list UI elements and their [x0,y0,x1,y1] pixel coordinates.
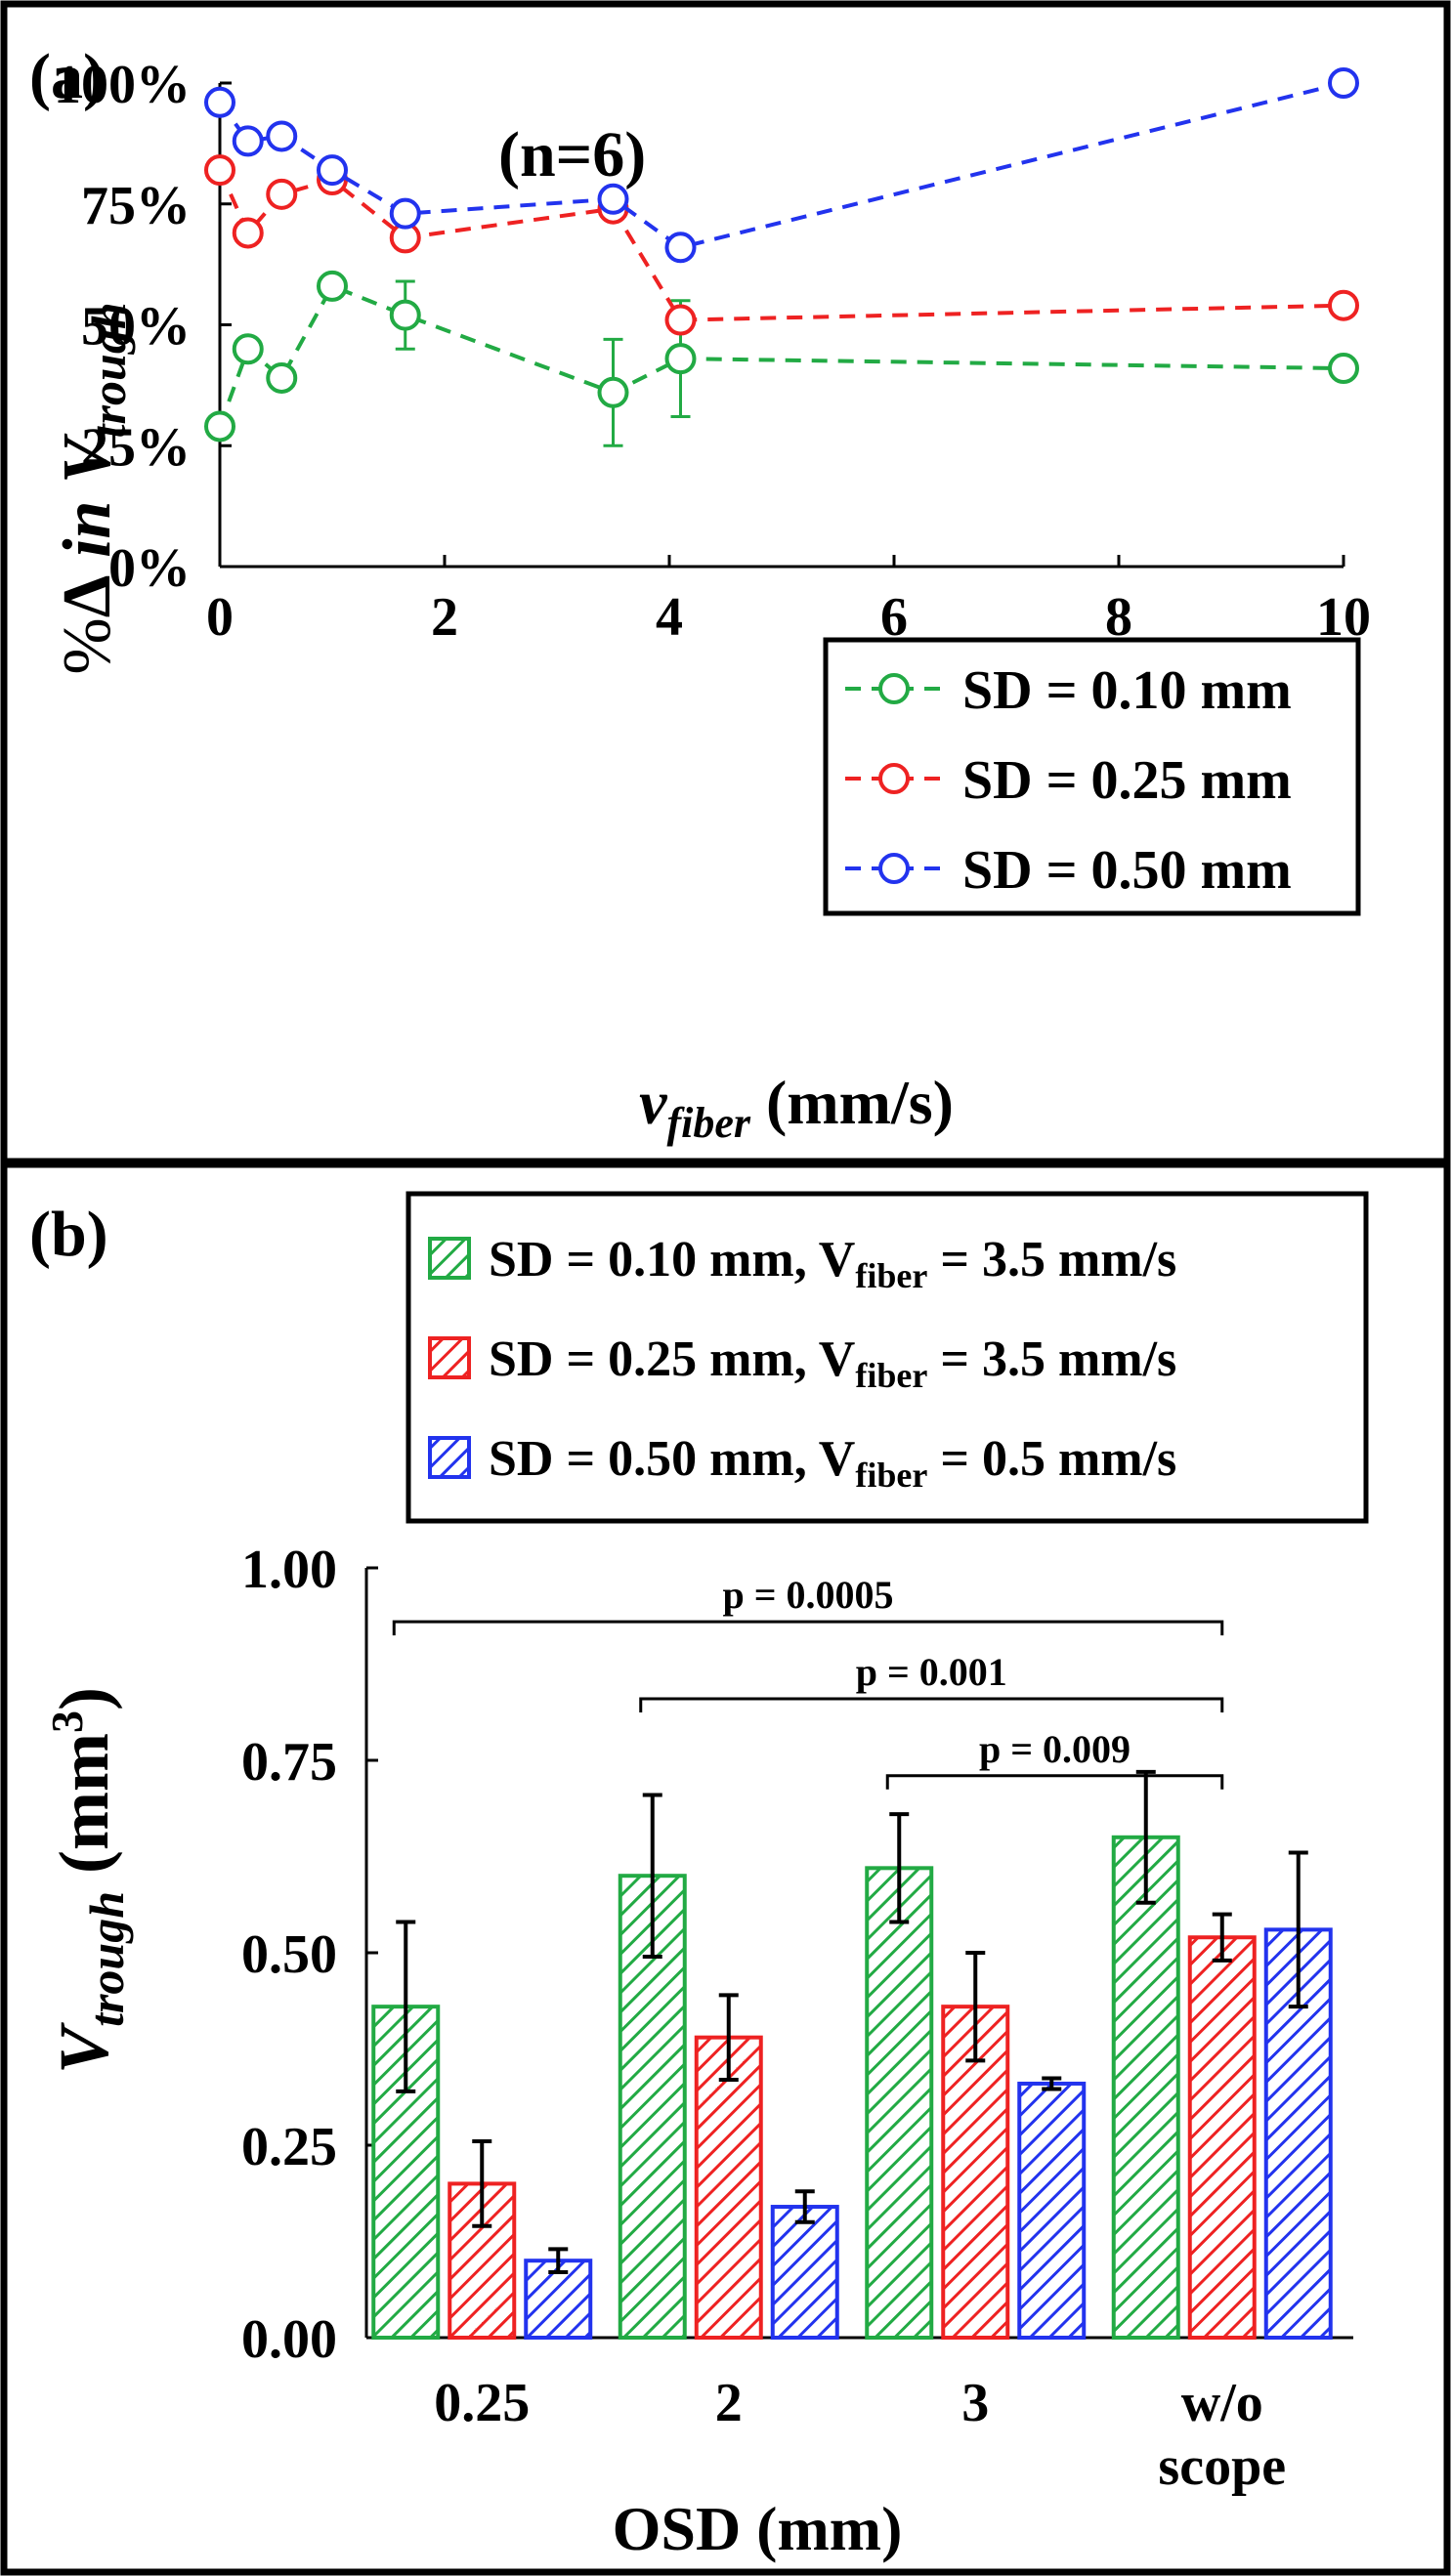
bracket-line [885,1774,1224,1790]
legend-swatch [428,1436,471,1479]
y-tick-label: 0.00 [241,2309,337,2370]
y-tick-label: 100% [54,55,191,115]
x-tick-label: 3 [961,2373,989,2433]
data-point [232,125,264,157]
series-line [218,169,1344,322]
panel-b-frame [0,1158,1451,2576]
y-tick-label: 50% [81,297,191,358]
legend-label: SD = 0.50 mm [962,840,1292,901]
data-point [204,154,235,187]
data-point [266,361,298,394]
x-tick-label: 4 [656,587,683,648]
data-point [232,333,264,365]
legend-marker [878,763,910,794]
series-line [218,283,1344,428]
data-point [389,299,421,331]
panel-a-xlabel: vfiber (mm/s) [639,1068,954,1147]
data-point [204,410,235,443]
legend-swatch [428,1237,471,1280]
x-tick-label: scope [1158,2436,1286,2497]
bracket-line [392,1620,1224,1636]
data-point [597,376,629,408]
data-point [1328,67,1359,99]
data-point [1328,289,1359,321]
p-value-label: p = 0.0005 [722,1573,893,1617]
data-point [389,197,421,230]
y-tick-label: 0.75 [241,1732,337,1793]
y-tick-label: 0.50 [241,1924,337,1985]
data-point [266,178,298,210]
bar [865,1866,934,2340]
p-value-label: p = 0.001 [856,1650,1007,1694]
line-chart: 0%25%50%75%100%0 2 4 6 8 10 [54,55,1371,648]
data-point [232,217,264,249]
legend-swatch [428,1336,471,1379]
panel-a-legend: SD = 0.10 mm SD = 0.25 mm SD = 0.50 mm [823,637,1361,916]
x-tick-label: 2 [431,587,458,648]
legend-label: SD = 0.50 mm, Vfiber = 0.5 mm/s [489,1431,1176,1495]
data-point [597,183,629,215]
y-tick-label: 1.00 [241,1540,337,1600]
data-point [664,343,697,375]
data-point [204,86,235,118]
x-tick-label: w/o [1181,2373,1263,2433]
data-point [664,304,697,336]
bar [1187,1935,1257,2340]
legend-marker [878,673,910,704]
panel-b-ylabel: Vtrough (mm3) [42,1687,134,2074]
data-point [317,154,348,187]
legend-label: SD = 0.10 mm, Vfiber = 3.5 mm/s [489,1232,1176,1295]
data-point [664,232,697,264]
sample-size-annotation: (n=6) [498,119,646,190]
y-tick-label: 0.25 [241,2117,337,2177]
p-value-label: p = 0.009 [979,1727,1131,1771]
x-tick-label: 2 [715,2373,743,2433]
legend-box [823,637,1361,916]
legend-marker [878,853,910,884]
series-0 [204,270,1359,447]
data-point [317,270,348,302]
panel-b-label: (b) [29,1199,108,1270]
bar [770,2205,839,2341]
x-tick-label: 0.25 [434,2373,530,2433]
legend-label: SD = 0.25 mm [962,750,1292,811]
panel-b-legend: SD = 0.10 mm, Vfiber = 3.5 mm/s SD = 0.25… [405,1191,1369,1524]
legend-label: SD = 0.10 mm [962,660,1292,721]
data-point [1328,353,1359,385]
significance-bracket: p = 0.009 [885,1727,1224,1790]
legend-box [405,1191,1369,1524]
series-2 [204,67,1359,264]
y-tick-label: 25% [81,417,191,478]
bracket-line [639,1697,1224,1712]
bar [1111,1835,1180,2341]
panel-a-label: (a) [29,41,105,112]
series-1 [204,154,1359,336]
data-point [266,120,298,152]
y-tick-label: 75% [81,176,191,236]
significance-bracket: p = 0.0005 [392,1573,1224,1636]
x-tick-label: 0 [206,587,234,648]
legend-label: SD = 0.25 mm, Vfiber = 3.5 mm/s [489,1331,1176,1395]
bar [694,2035,763,2340]
panel-b-xlabel: OSD (mm) [613,2494,903,2563]
y-tick-label: 0% [108,538,191,599]
panel-a-ylabel: %Δ in Vtrough [50,302,136,674]
bar [1017,2081,1087,2340]
significance-bracket: p = 0.001 [639,1650,1224,1712]
